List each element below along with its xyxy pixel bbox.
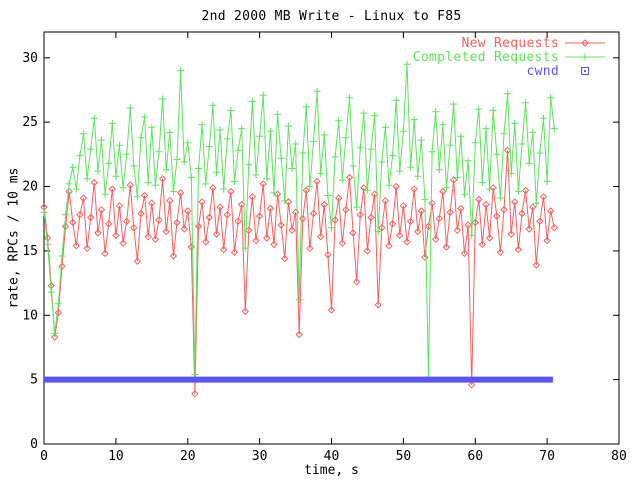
legend-label-new-requests: New Requests <box>461 35 559 51</box>
x-tick-label: 50 <box>396 449 412 464</box>
sample-square-dot <box>584 70 586 72</box>
legend-item-cwnd: cwnd <box>413 63 605 79</box>
x-tick-label: 0 <box>40 449 48 464</box>
x-tick-label: 80 <box>611 449 627 464</box>
x-tick-label: 70 <box>539 449 555 464</box>
x-tick-label: 30 <box>252 449 268 464</box>
square-sample-icon <box>581 67 589 75</box>
line-plus-sample-icon <box>565 53 605 61</box>
sample-diamond <box>581 39 589 47</box>
y-tick-label: 25 <box>22 115 38 130</box>
y-tick-label: 10 <box>22 308 38 323</box>
y-axis-label: rate, RPCs / 10 ms <box>6 167 22 309</box>
x-tick-label: 20 <box>180 449 196 464</box>
legend-item-new-requests: New Requests <box>413 35 605 51</box>
diamond-markers <box>40 146 559 398</box>
plus-markers <box>40 60 558 381</box>
y-tick-label: 5 <box>30 373 38 388</box>
legend-label-cwnd: cwnd <box>526 63 559 79</box>
series-line-0 <box>43 150 555 394</box>
chart-title: 2nd 2000 MB Write - Linux to F85 <box>201 9 462 24</box>
x-tick-label: 10 <box>108 449 124 464</box>
legend: New Requests Completed Requests cwnd <box>412 35 605 79</box>
sample-square <box>581 67 589 75</box>
sample-plus <box>581 53 589 61</box>
y-tick-label: 30 <box>22 51 38 66</box>
x-axis-label: time, s <box>304 463 359 478</box>
legend-item-completed-requests: Completed Requests <box>412 49 605 65</box>
x-tick-label: 40 <box>324 449 340 464</box>
x-tick-label: 60 <box>467 449 483 464</box>
y-tick-label: 15 <box>22 244 38 259</box>
line-diamond-sample-icon <box>565 39 605 47</box>
legend-label-completed-requests: Completed Requests <box>412 49 559 65</box>
y-tick-label: 0 <box>30 437 38 452</box>
y-tick-label: 20 <box>22 180 38 195</box>
